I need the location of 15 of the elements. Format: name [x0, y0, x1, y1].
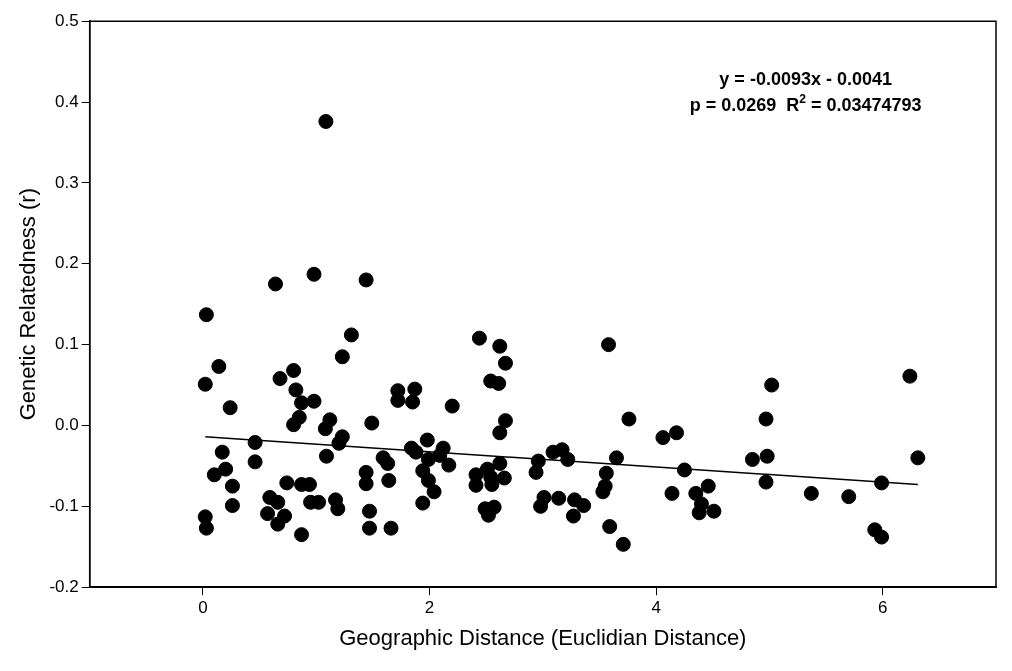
y-tick-label: 0.4: [55, 91, 79, 111]
y-tick-label: 0.5: [55, 10, 79, 30]
x-tick-label: 2: [424, 598, 435, 618]
y-tick-label: -0.1: [49, 496, 79, 516]
y-tick-label: 0.2: [55, 253, 79, 273]
x-tick-label: 6: [877, 598, 888, 618]
y-axis-title: Genetic Relatedness (r): [15, 188, 41, 421]
x-tick-label: 0: [198, 598, 208, 618]
y-tick-label: -0.2: [49, 576, 79, 596]
y-tick-label: 0.3: [55, 172, 79, 192]
x-axis-title: Geographic Distance (Euclidian Distance): [339, 624, 747, 650]
y-tick-label: 0.1: [55, 334, 79, 354]
y-tick-label: 0.0: [55, 415, 79, 435]
x-tick-label: 4: [651, 598, 661, 618]
annotation: y = -0.0093x - 0.0041: [719, 69, 892, 90]
